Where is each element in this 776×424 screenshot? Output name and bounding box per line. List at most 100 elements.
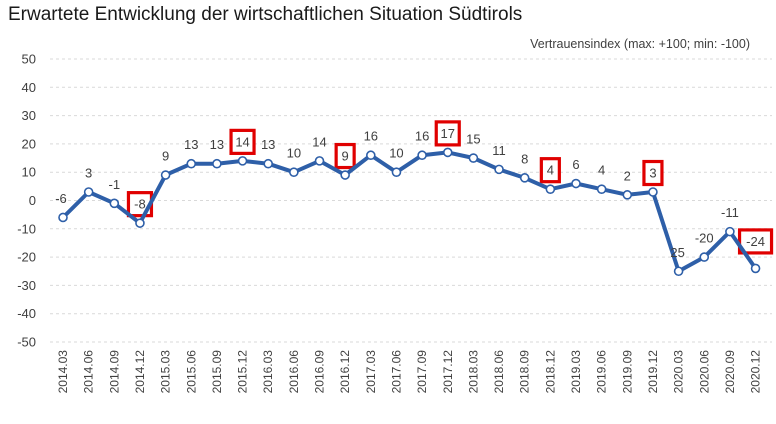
chart-subtitle: Vertrauensindex (max: +100; min: -100): [530, 37, 750, 51]
data-points: [58, 147, 761, 277]
data-point: [237, 156, 248, 166]
x-tick-label: 2014.03: [56, 350, 70, 394]
chart-title: Erwartete Entwicklung der wirtschaftlich…: [8, 4, 523, 25]
y-tick-label: -30: [17, 278, 36, 293]
highlight-box: [539, 157, 561, 184]
data-label: 13: [184, 137, 198, 152]
data-point: [109, 198, 120, 209]
data-point: [519, 173, 530, 183]
y-tick-label: 10: [22, 165, 36, 180]
data-label: 10: [389, 146, 403, 161]
data-point: [622, 190, 633, 200]
x-tick-label: 2016.03: [261, 350, 275, 394]
data-label: -6: [55, 191, 67, 206]
highlight-box: [334, 142, 356, 170]
data-label: 16: [364, 129, 378, 144]
x-tick-label: 2018.09: [518, 350, 532, 394]
data-label: 9: [162, 149, 169, 164]
x-tick-label: 2020.09: [723, 350, 737, 394]
y-tick-label: -40: [17, 306, 36, 321]
highlight-box: [737, 228, 774, 255]
x-tick-label: 2016.09: [313, 350, 327, 394]
data-label: 25: [670, 245, 684, 260]
data-point: [160, 170, 171, 180]
data-point: [135, 218, 145, 228]
data-label: -11: [721, 205, 739, 220]
x-tick-label: 2016.12: [338, 350, 352, 394]
y-axis: 50 40 30 20 10 0 -10 -20 -30 -40 -50: [17, 52, 36, 350]
x-tick-label: 2019.12: [646, 350, 660, 394]
x-tick-label: 2019.03: [569, 350, 583, 394]
data-point: [186, 158, 197, 169]
data-point: [365, 150, 376, 161]
data-point: [725, 226, 735, 237]
data-point: [494, 164, 504, 175]
data-point: [673, 266, 684, 277]
data-point: [699, 252, 710, 262]
y-tick-label: 0: [29, 193, 36, 208]
x-tick-label: 2016.06: [287, 350, 301, 394]
data-point: [263, 158, 274, 169]
data-point: [442, 147, 453, 158]
y-tick-label: 40: [22, 80, 36, 95]
data-point: [340, 170, 350, 180]
data-label: 2: [624, 168, 631, 183]
y-tick-label: 50: [22, 52, 36, 67]
grid-lines: [50, 58, 772, 343]
series-line: [61, 150, 758, 274]
data-point: [468, 153, 479, 163]
data-label: 10: [287, 146, 301, 161]
data-label: 14: [235, 134, 249, 149]
data-label: -8: [134, 197, 146, 212]
x-tick-label: 2017.06: [389, 350, 403, 394]
data-point: [212, 158, 222, 169]
data-point: [648, 187, 658, 197]
data-label: -20: [695, 231, 714, 246]
data-point: [83, 187, 94, 197]
data-point: [391, 167, 402, 177]
x-tick-label: 2019.06: [595, 350, 609, 394]
data-label: 6: [572, 157, 579, 172]
x-axis: 2014.03 2014.06 2014.09 2014.12 2015.03 2015.…: [56, 350, 763, 394]
data-point: [596, 184, 607, 194]
data-label: 13: [210, 137, 224, 152]
data-label: 15: [466, 132, 480, 147]
x-tick-label: 2017.03: [364, 350, 378, 394]
data-label: 14: [312, 134, 326, 149]
x-tick-label: 2020.12: [749, 350, 763, 394]
x-tick-label: 2014.06: [82, 350, 96, 394]
data-label: 11: [492, 143, 506, 158]
data-label: 16: [415, 129, 429, 144]
data-label: -1: [109, 177, 121, 192]
x-tick-label: 2014.09: [107, 350, 121, 394]
data-point: [417, 150, 427, 161]
data-label: 3: [649, 166, 656, 181]
data-label: 3: [85, 166, 92, 181]
data-point: [314, 156, 325, 166]
y-tick-label: -10: [17, 221, 36, 236]
x-tick-label: 2018.12: [543, 350, 557, 394]
data-label: 9: [342, 149, 349, 164]
y-tick-label: -50: [17, 335, 36, 350]
highlight-box: [434, 120, 461, 147]
y-tick-label: -20: [17, 250, 36, 265]
x-tick-label: 2015.12: [236, 350, 250, 394]
highlight-box: [642, 159, 664, 187]
x-tick-label: 2015.09: [210, 350, 224, 394]
highlight-boxes: [126, 120, 774, 255]
x-tick-label: 2020.06: [697, 350, 711, 394]
data-label: 8: [521, 151, 528, 166]
data-point: [750, 263, 761, 274]
x-tick-label: 2018.03: [466, 350, 480, 394]
x-tick-label: 2020.03: [672, 350, 686, 394]
data-label: 13: [261, 137, 275, 152]
x-tick-label: 2017.09: [415, 350, 429, 394]
data-label: 17: [441, 126, 455, 141]
highlight-box: [229, 128, 256, 155]
x-tick-label: 2014.12: [133, 350, 147, 394]
x-tick-label: 2018.06: [492, 350, 506, 394]
data-labels: -6 3 -1 -8 9 13 13 14 13 10 14 9 16 10 16 17 15 11 8 4 6 4 2 3 2…: [55, 126, 765, 260]
x-tick-label: 2015.06: [184, 350, 198, 394]
data-point: [545, 184, 556, 194]
y-tick-label: 20: [22, 136, 36, 151]
